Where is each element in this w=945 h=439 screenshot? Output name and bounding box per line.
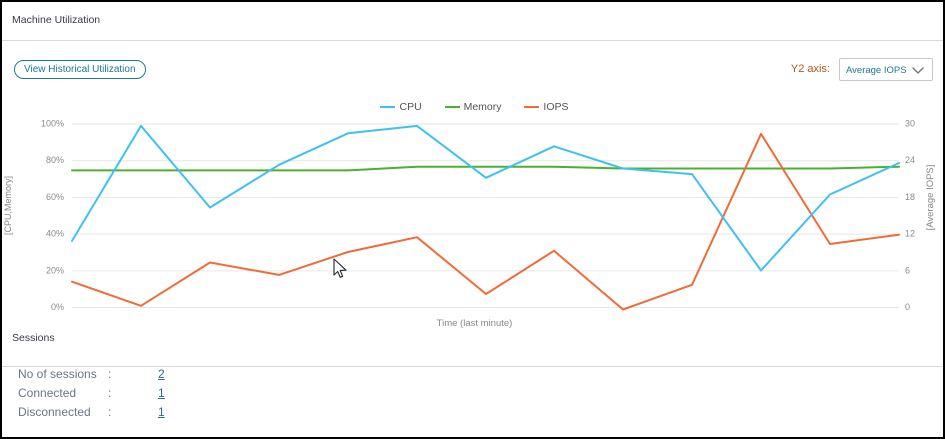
svg-text:80%: 80% [46, 155, 64, 165]
svg-text:20%: 20% [46, 265, 64, 275]
svg-text:40%: 40% [46, 229, 64, 239]
svg-text:100%: 100% [41, 120, 64, 129]
svg-text:12: 12 [905, 229, 915, 239]
svg-text:60%: 60% [46, 192, 64, 202]
svg-text:0: 0 [905, 302, 910, 312]
svg-text:18: 18 [905, 192, 915, 202]
svg-text:24: 24 [905, 155, 915, 165]
svg-text:30: 30 [905, 120, 915, 129]
svg-text:0%: 0% [51, 302, 64, 312]
svg-text:6: 6 [905, 265, 910, 275]
